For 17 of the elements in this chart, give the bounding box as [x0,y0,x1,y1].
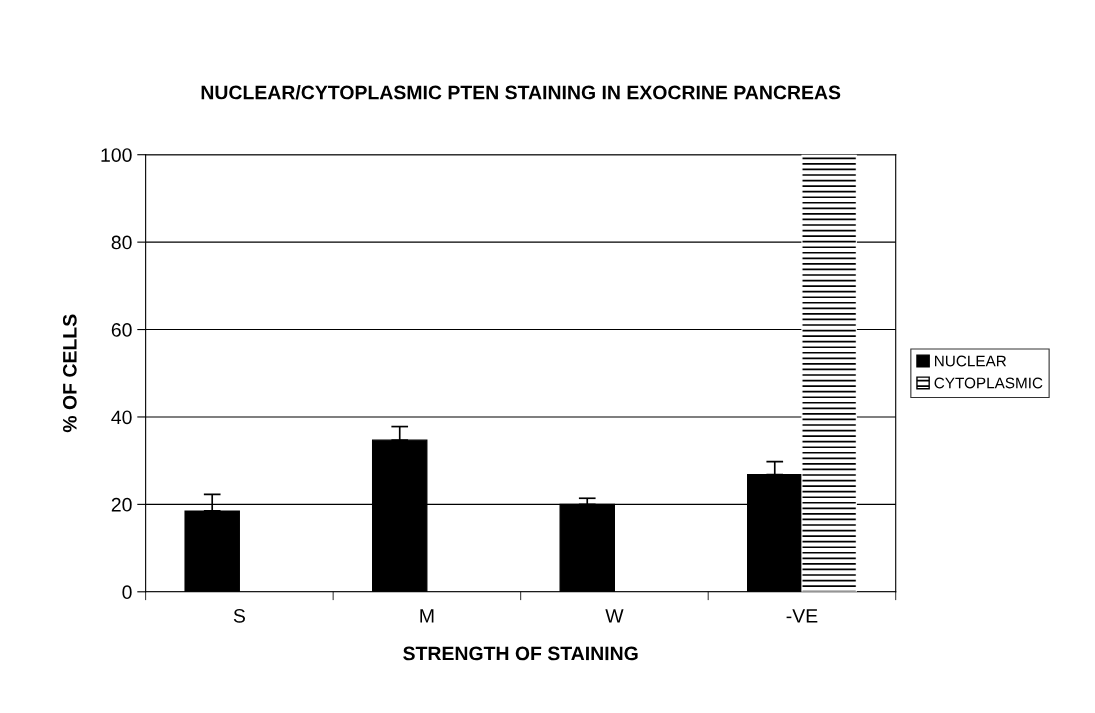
x-axis-title: STRENGTH OF STAINING [403,646,638,661]
x-tick-label: M [420,609,434,623]
y-tick-label: 0 [122,585,132,600]
x-tick-label: -VE [786,609,818,623]
legend-label: NUCLEAR [935,355,1007,367]
y-tick-label: 20 [111,497,132,512]
y-tick-label: 60 [111,323,132,337]
chart-title: NUCLEAR/CYTOPLASMIC PTEN STAINING IN EXOCRINE PANCREAS [201,85,841,100]
bar [184,510,240,592]
x-tick-label: W [605,609,624,623]
y-tick-label: 80 [111,235,132,250]
legend-label: CYTOPLASMIC [934,377,1043,389]
y-tick-label: 100 [101,148,132,162]
bar [801,154,857,592]
y-axis-title: % OF CELLS [62,314,77,433]
x-tick-label: S [233,608,245,623]
y-tick-label: 40 [111,410,132,425]
